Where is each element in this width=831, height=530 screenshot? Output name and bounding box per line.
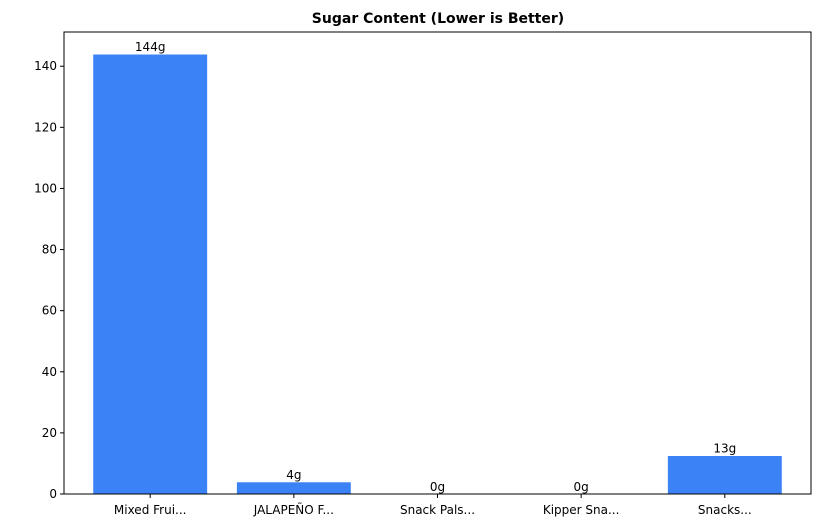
x-tick-label: Kipper Sna... — [543, 503, 620, 517]
y-tick-label: 100 — [34, 181, 57, 195]
bar — [92, 53, 209, 495]
data-label: 4g — [286, 468, 301, 482]
data-label: 13g — [713, 442, 736, 456]
bar — [235, 481, 352, 495]
x-tick-label: Mixed Frui... — [114, 503, 187, 517]
data-label: 0g — [574, 480, 589, 494]
y-tick-label: 80 — [42, 243, 57, 257]
y-tick-label: 40 — [42, 365, 57, 379]
y-tick-label: 60 — [42, 304, 57, 318]
bar — [666, 455, 783, 495]
y-axis: 0 20 40 60 80 100 120 140 — [34, 59, 64, 501]
data-labels-group: 144g 4g 0g 0g 13g — [135, 40, 736, 494]
data-label: 0g — [430, 480, 445, 494]
x-tick-label: Snack Pals... — [400, 503, 475, 517]
y-tick-label: 0 — [49, 487, 57, 501]
y-tick-label: 120 — [34, 120, 57, 134]
y-tick-label: 20 — [42, 426, 57, 440]
plot-frame — [63, 31, 812, 495]
y-tick-label: 140 — [34, 59, 57, 73]
data-label: 144g — [135, 40, 166, 54]
bars-group — [92, 53, 783, 495]
chart-title: Sugar Content (Lower is Better) — [312, 11, 564, 27]
x-tick-label: Snacks... — [698, 503, 752, 517]
x-tick-label: JALAPEÑO F... — [253, 502, 334, 517]
x-axis: Mixed Frui... JALAPEÑO F... Snack Pals... K… — [114, 494, 752, 517]
